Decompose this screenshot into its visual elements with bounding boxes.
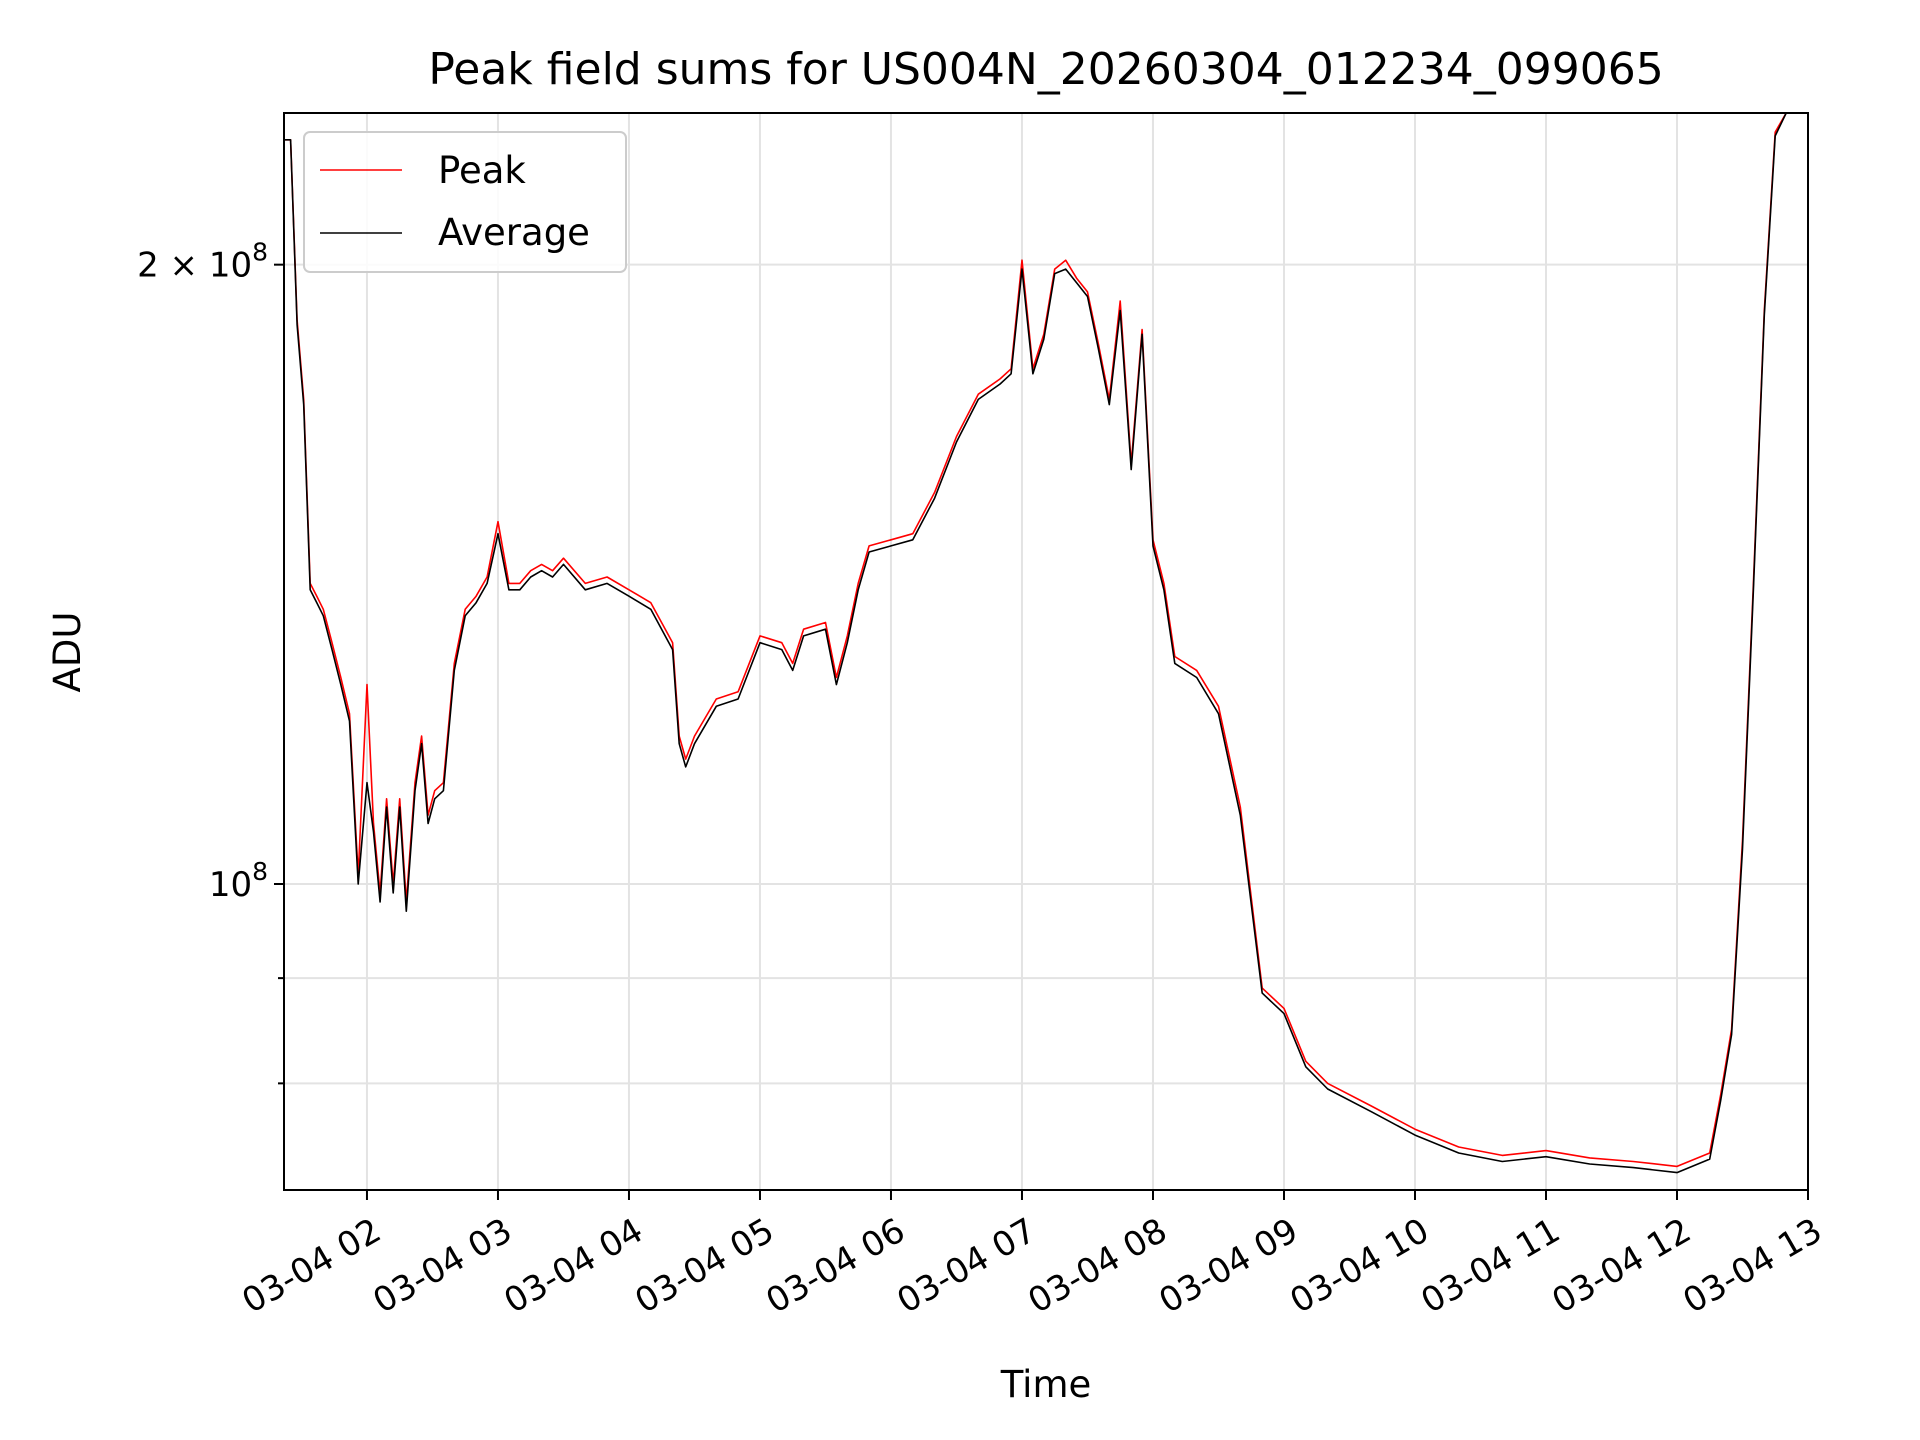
x-axis-label: Time — [1000, 1363, 1092, 1406]
y-tick-label: 2 × 108 — [137, 238, 268, 286]
y-axis-label: ADU — [46, 612, 89, 693]
legend: Peak Average — [303, 131, 627, 273]
plot-frame — [283, 112, 1809, 1191]
legend-box — [303, 131, 627, 273]
legend-average-label: Average — [438, 211, 590, 254]
chart-title: Peak field sums for US004N_20260304_0122… — [428, 44, 1663, 95]
y-tick-label: 108 — [209, 857, 268, 905]
y-axis: 108 2 × 108 — [137, 238, 284, 1085]
series-layer — [284, 113, 1793, 1174]
legend-peak-label: Peak — [438, 149, 526, 192]
series-line-average — [284, 113, 1793, 1174]
